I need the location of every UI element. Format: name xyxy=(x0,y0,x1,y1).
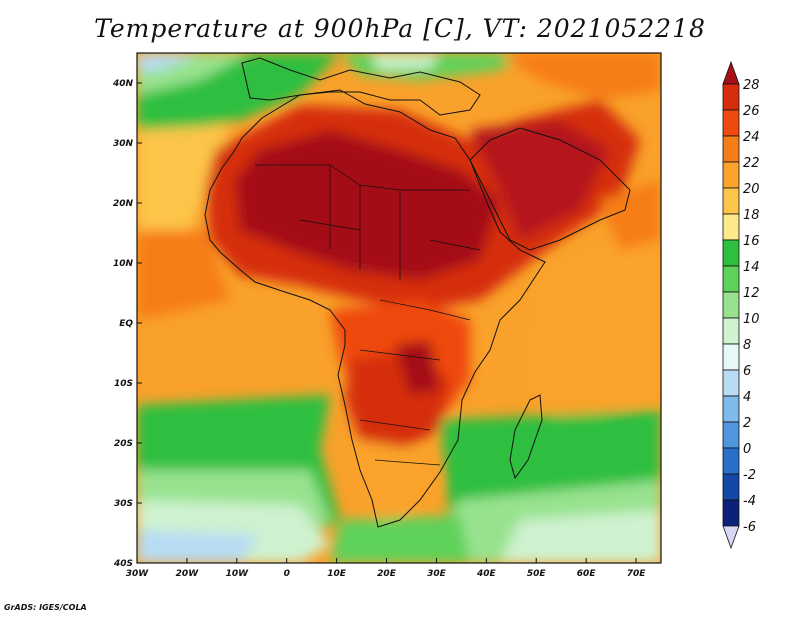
grads-credit: GrADS: IGES/COLA xyxy=(4,603,87,612)
colorbar-label: 4 xyxy=(743,390,751,405)
axis-ticks xyxy=(136,82,637,564)
lat-tick-label: 30N xyxy=(113,139,134,149)
africa-coastline xyxy=(204,89,546,528)
colorbar-swatch xyxy=(722,161,740,189)
lon-tick-label: 50E xyxy=(527,569,547,579)
lat-tick-label: 40S xyxy=(113,559,133,569)
lat-tick-label: 20S xyxy=(114,439,133,449)
colorbar-label: -4 xyxy=(743,494,756,509)
colorbar-label: -2 xyxy=(743,468,756,483)
lon-tick-label: 30E xyxy=(427,569,447,579)
lon-tick-label: 20E xyxy=(377,569,397,579)
colorbar-label: 26 xyxy=(743,104,760,119)
lon-tick-label: 40E xyxy=(476,569,497,579)
colorbar-swatch xyxy=(722,135,740,163)
arabia-coastline xyxy=(469,127,631,251)
colorbar-swatch xyxy=(722,369,740,397)
lon-tick-label: 10E xyxy=(327,569,347,579)
colorbar-swatch xyxy=(722,239,740,267)
temperature-field xyxy=(137,53,661,563)
colorbar-label: 10 xyxy=(743,312,760,327)
colorbar-label: 6 xyxy=(743,364,751,379)
colorbar-swatch xyxy=(722,473,740,501)
colorbar-swatch xyxy=(722,83,740,111)
colorbar-swatch xyxy=(722,499,740,527)
colorbar-label: -6 xyxy=(743,520,756,535)
colorbar-label: 22 xyxy=(743,156,760,171)
lat-tick-label: EQ xyxy=(119,319,133,329)
colorbar-swatch xyxy=(722,213,740,241)
lat-tick-label: 10N xyxy=(113,259,134,269)
colorbar-swatch xyxy=(722,395,740,423)
colorbar-swatch xyxy=(722,109,740,137)
colorbar-label: 18 xyxy=(743,208,760,223)
lon-tick-label: 10W xyxy=(226,569,250,579)
lat-tick-label: 20N xyxy=(113,199,134,209)
country-borders xyxy=(255,164,481,466)
latitude-labels: 40N 30N 20N 10N EQ 10S 20S 30S 40S xyxy=(112,79,134,569)
colorbar-label: 20 xyxy=(743,182,760,197)
colorbar-swatch xyxy=(722,317,740,345)
colorbar-swatch xyxy=(722,265,740,293)
colorbar-top-arrow xyxy=(722,60,740,85)
lat-tick-label: 40N xyxy=(112,79,134,89)
lon-tick-label: 70E xyxy=(627,569,647,579)
map-title: Temperature at 900hPa [C], VT: 202105221… xyxy=(94,14,706,43)
colorbar-label: 12 xyxy=(743,286,760,301)
colorbar-label: 24 xyxy=(743,130,760,145)
coastlines xyxy=(204,57,631,528)
colorbar-swatch xyxy=(722,421,740,449)
europe-coastline xyxy=(241,57,481,116)
colorbar-swatch xyxy=(722,187,740,215)
longitude-labels: 30W 20W 10W 0 10E 20E 30E 40E 50E 60E 70E xyxy=(126,569,646,579)
colorbar-label: 14 xyxy=(743,260,760,275)
colorbar-label: 28 xyxy=(743,78,760,93)
colorbar-label: 16 xyxy=(743,234,760,249)
colorbar-bottom-arrow xyxy=(722,525,740,550)
colorbar-label: 8 xyxy=(743,338,751,353)
lat-tick-label: 10S xyxy=(114,379,133,389)
colorbar-swatch xyxy=(722,291,740,319)
lon-tick-label: 20W xyxy=(176,569,200,579)
colorbar-swatch xyxy=(722,447,740,475)
lat-tick-label: 30S xyxy=(114,499,133,509)
madagascar-coastline xyxy=(509,394,543,480)
map-frame xyxy=(136,52,662,564)
colorbar xyxy=(722,60,740,550)
colorbar-label: 2 xyxy=(743,416,751,431)
lon-tick-label: 0 xyxy=(284,569,290,579)
lon-tick-label: 30W xyxy=(126,569,150,579)
lon-tick-label: 60E xyxy=(577,569,597,579)
colorbar-swatch xyxy=(722,343,740,371)
colorbar-label: 0 xyxy=(743,442,751,457)
